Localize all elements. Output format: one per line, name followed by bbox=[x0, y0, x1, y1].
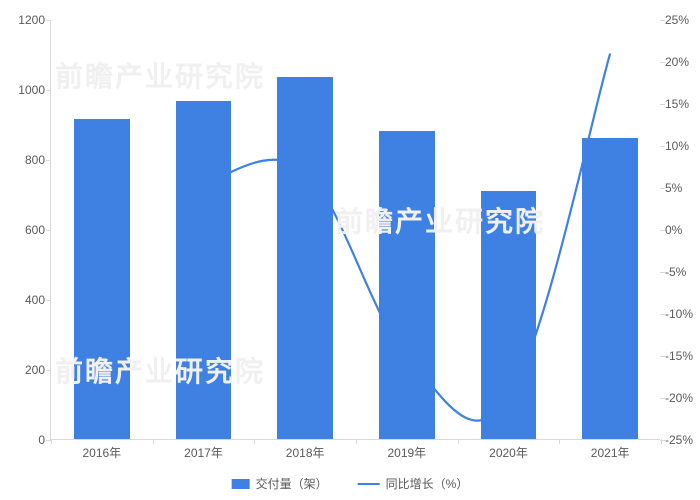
y-right-tick-label: 20% bbox=[665, 55, 700, 69]
y-right-tick-mark bbox=[660, 20, 665, 21]
y-left-tick-mark bbox=[46, 370, 51, 371]
y-right-tick-mark bbox=[660, 272, 665, 273]
y-right-tick-mark bbox=[660, 104, 665, 105]
y-left-tick-mark bbox=[46, 230, 51, 231]
x-tick-mark bbox=[458, 439, 459, 444]
legend-item-bar: 交付量（架） bbox=[232, 475, 328, 492]
y-right-tick-label: 5% bbox=[665, 181, 700, 195]
plot-area: 020040060080010001200-25%-20%-15%-10%-5%… bbox=[50, 20, 660, 440]
y-right-tick-mark bbox=[660, 188, 665, 189]
y-right-tick-label: -15% bbox=[665, 349, 700, 363]
x-tick-mark bbox=[254, 439, 255, 444]
legend-item-line: 同比增长（%） bbox=[358, 475, 469, 492]
y-right-tick-label: -20% bbox=[665, 391, 700, 405]
y-right-tick-label: 15% bbox=[665, 97, 700, 111]
y-right-tick-label: -25% bbox=[665, 433, 700, 447]
x-tick-mark bbox=[661, 439, 662, 444]
y-right-tick-mark bbox=[660, 356, 665, 357]
legend-line-label: 同比增长（%） bbox=[386, 475, 469, 492]
x-axis-label: 2020年 bbox=[489, 444, 528, 461]
y-left-tick-label: 200 bbox=[3, 363, 45, 377]
y-left-tick-label: 600 bbox=[3, 223, 45, 237]
y-right-tick-mark bbox=[660, 314, 665, 315]
y-left-tick-mark bbox=[46, 300, 51, 301]
y-left-tick-label: 400 bbox=[3, 293, 45, 307]
line-chart-svg bbox=[51, 20, 661, 440]
x-axis-label: 2019年 bbox=[387, 444, 426, 461]
x-tick-mark bbox=[559, 439, 560, 444]
y-left-tick-label: 1200 bbox=[3, 13, 45, 27]
x-axis-label: 2017年 bbox=[184, 444, 223, 461]
chart-container: 020040060080010001200-25%-20%-15%-10%-5%… bbox=[50, 20, 660, 440]
bar bbox=[481, 191, 537, 440]
legend: 交付量（架） 同比增长（%） bbox=[232, 475, 469, 492]
x-tick-mark bbox=[153, 439, 154, 444]
bar bbox=[379, 131, 435, 439]
y-right-tick-mark bbox=[660, 146, 665, 147]
legend-bar-label: 交付量（架） bbox=[256, 475, 328, 492]
bar bbox=[176, 101, 232, 439]
y-right-tick-label: -5% bbox=[665, 265, 700, 279]
y-right-tick-label: -10% bbox=[665, 307, 700, 321]
x-tick-mark bbox=[356, 439, 357, 444]
y-right-tick-mark bbox=[660, 62, 665, 63]
y-right-tick-mark bbox=[660, 398, 665, 399]
x-tick-mark bbox=[51, 439, 52, 444]
y-left-tick-label: 800 bbox=[3, 153, 45, 167]
bar bbox=[74, 119, 130, 439]
x-axis-label: 2018年 bbox=[286, 444, 325, 461]
y-left-tick-mark bbox=[46, 160, 51, 161]
legend-bar-swatch bbox=[232, 479, 250, 489]
y-right-tick-label: 0% bbox=[665, 223, 700, 237]
y-left-tick-label: 1000 bbox=[3, 83, 45, 97]
y-right-tick-mark bbox=[660, 230, 665, 231]
y-left-tick-mark bbox=[46, 20, 51, 21]
y-right-tick-label: 10% bbox=[665, 139, 700, 153]
y-left-tick-mark bbox=[46, 90, 51, 91]
legend-line-swatch bbox=[358, 483, 380, 485]
bar bbox=[582, 138, 638, 439]
x-axis-label: 2021年 bbox=[591, 444, 630, 461]
x-axis-label: 2016年 bbox=[82, 444, 121, 461]
bar bbox=[277, 77, 333, 439]
y-left-tick-label: 0 bbox=[3, 433, 45, 447]
y-right-tick-label: 25% bbox=[665, 13, 700, 27]
